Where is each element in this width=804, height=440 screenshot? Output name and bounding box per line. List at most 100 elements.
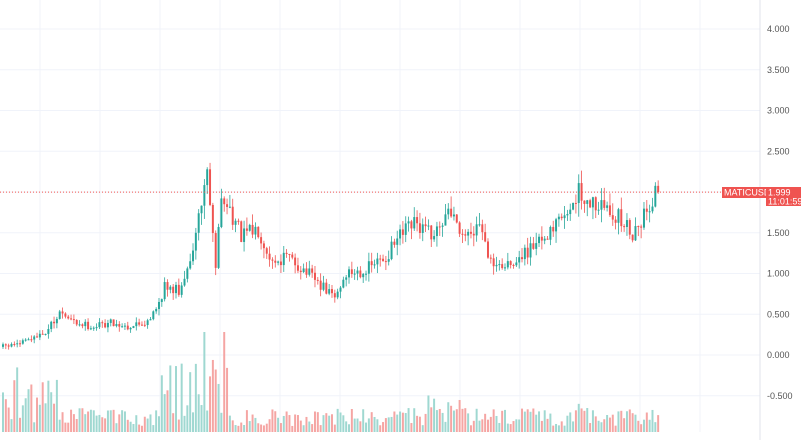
candle-body [521,257,524,260]
candle-body [356,270,359,274]
candle-body [95,327,98,329]
volume-bar [4,399,7,432]
volume-bar [651,409,654,432]
volume-bar [316,412,319,432]
volume-bar [237,425,240,432]
volume-bar [101,417,104,432]
candle-body [288,253,291,255]
candle-body [209,169,212,205]
candle-body [384,261,387,263]
candle-body [549,226,552,240]
candle-body [557,216,560,220]
volume-bar [226,367,229,432]
y-tick-label: 3.000 [767,106,790,116]
volume-bar [211,359,214,432]
volume-bar [634,414,637,432]
candle-body [504,267,506,269]
volume-bar [645,412,648,432]
volume-bar [600,422,603,432]
candle-body [53,321,56,324]
candle-body [98,322,101,328]
y-tick-label: -0.500 [767,391,793,401]
volume-bar [577,403,580,432]
volume-bar [121,410,124,432]
candle-body [486,241,489,258]
volume-bar [583,410,586,432]
volume-bar [33,422,36,432]
volume-bar [294,414,297,432]
candle-body [654,185,657,207]
candle-body [563,215,566,219]
volume-bar [106,410,109,432]
candle-body [640,226,643,228]
volume-bar [611,414,614,432]
candle-body [458,222,461,234]
volume-bar [7,407,10,432]
candle-body [78,324,81,326]
y-tick-label: 3.500 [767,65,790,75]
volume-bar [586,408,589,432]
volume-bar [64,422,67,432]
last-price-value: 1.999 [768,188,791,198]
volume-bar [209,376,212,432]
volume-bar [87,411,90,432]
volume-bar [38,404,41,432]
candle-body [115,323,118,327]
volume-bar [61,412,64,432]
volume-bar [345,421,348,432]
candle-body [390,241,393,260]
candle-body [4,344,7,346]
volume-bar [206,410,209,432]
volume-bar [115,423,118,432]
volume-bar [192,412,195,432]
candle-body [444,214,447,226]
candle-body [155,309,158,312]
candle-body [475,224,478,236]
volume-bar [251,414,254,432]
volume-bar [228,415,231,432]
volume-bar [606,415,609,432]
candle-body [538,236,541,244]
candle-body [140,324,143,326]
candle-body [251,224,254,235]
volume-bar [89,409,92,432]
volume-bar [163,394,166,432]
y-tick-label: 2.500 [767,146,790,156]
volume-bar [455,409,458,432]
volume-bar [27,389,30,432]
candle-body [484,232,487,242]
candle-body [308,268,311,275]
candle-body [126,325,129,330]
candle-body [362,273,365,278]
candle-body [328,289,331,294]
volume-bar [512,421,515,432]
volume-bar [220,412,223,432]
candles [2,162,660,350]
candle-body [481,224,484,233]
volume-bar [2,392,4,432]
candle-body [50,321,53,330]
volume-bar [475,408,478,432]
candle-body [132,326,135,328]
volume-bar [452,410,455,432]
candle-body [574,202,577,204]
volume-bar [461,408,464,432]
candle-body [206,169,209,186]
volume-bar [566,415,569,432]
candle-body [430,225,433,240]
volume-bar [504,409,506,432]
volume-bar [254,417,257,432]
candle-body [365,273,368,275]
candle-body [467,231,470,236]
candle-body [143,324,146,326]
candle-body [2,344,4,347]
candle-body [84,321,87,327]
candle-body [72,319,75,321]
y-tick-label: 1.500 [767,228,790,238]
volume-bar [597,420,600,432]
candle-body [645,208,648,212]
volume-bar [19,417,22,432]
candle-body [217,227,220,268]
volume-bar [438,408,441,432]
